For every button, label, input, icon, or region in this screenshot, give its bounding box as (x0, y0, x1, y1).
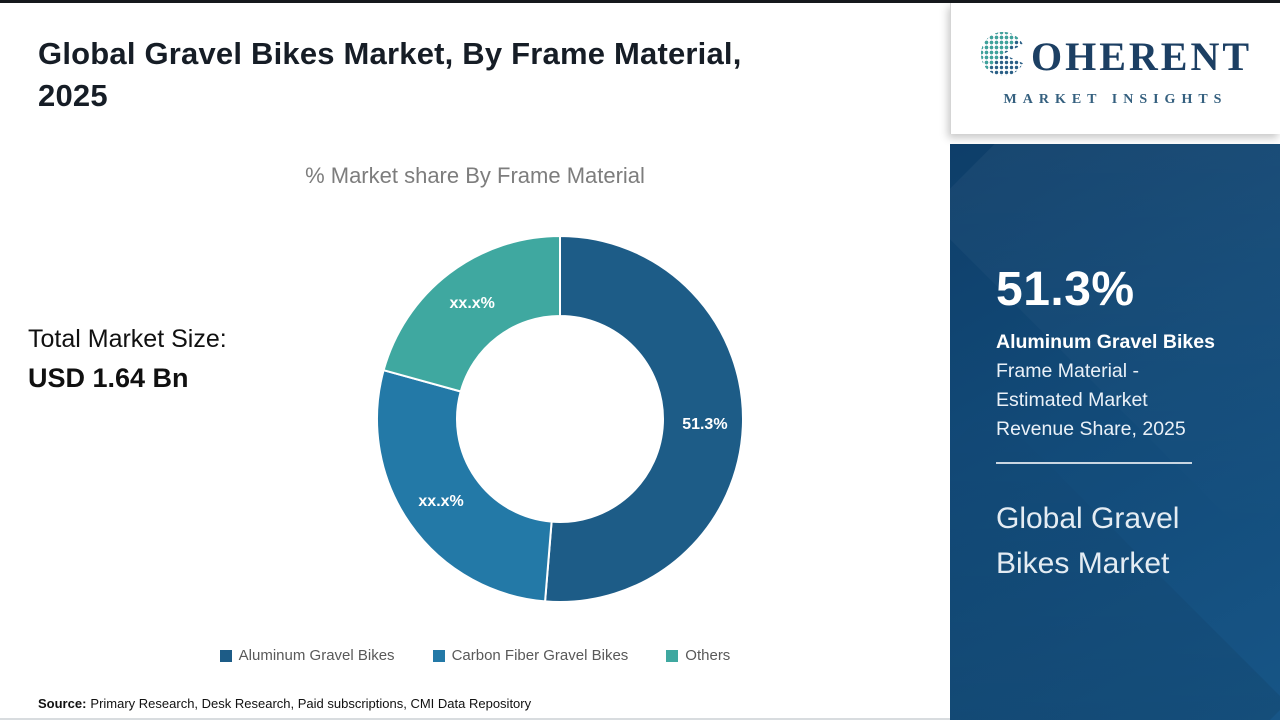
total-market-size-value: USD 1.64 Bn (28, 363, 189, 393)
source-text: Primary Research, Desk Research, Paid su… (90, 696, 532, 711)
legend-label: Others (685, 647, 731, 664)
highlight-stat-line2: Estimated Market (996, 389, 1148, 411)
legend-item-2: Others (666, 647, 730, 664)
highlight-stat-description: Aluminum Gravel Bikes Frame Material - E… (996, 328, 1215, 444)
legend-swatch-icon (432, 649, 445, 662)
bottom-divider-strip (0, 718, 950, 720)
logo-tagline: MARKET INSIGHTS (1003, 91, 1228, 107)
highlight-stat-value: 51.3% (996, 263, 1135, 316)
highlight-stat-line3: Revenue Share, 2025 (996, 418, 1186, 440)
logo-wordmark: OHERENT (979, 30, 1252, 83)
page-title: Global Gravel Bikes Market, By Frame Mat… (38, 33, 918, 117)
highlight-stat-title: Aluminum Gravel Bikes (996, 331, 1215, 353)
highlight-stat-line1: Frame Material - (996, 360, 1140, 382)
legend-item-0: Aluminum Gravel Bikes (219, 647, 395, 664)
legend-label: Aluminum Gravel Bikes (238, 647, 395, 664)
legend-label: Carbon Fiber Gravel Bikes (451, 647, 629, 664)
source-label: Source: (38, 696, 87, 711)
legend-swatch-icon (666, 649, 679, 662)
donut-segment-label-0: 51.3% (682, 416, 727, 433)
legend-item-1: Carbon Fiber Gravel Bikes (432, 647, 629, 664)
report-market-name-line1: Global Gravel (996, 502, 1180, 535)
source-line: Source: Primary Research, Desk Research, … (38, 696, 531, 711)
donut-segment-0 (543, 234, 744, 603)
donut-segment-1 (376, 368, 553, 603)
donut-segment-label-2: xx.x% (450, 295, 495, 312)
chart-title: % Market share By Frame Material (305, 163, 645, 188)
donut-segment-2 (382, 234, 561, 393)
panel-divider (996, 462, 1192, 464)
page-title-line1: Global Gravel Bikes Market, By Frame Mat… (38, 36, 742, 71)
total-market-size-label: Total Market Size: (28, 325, 227, 353)
donut-chart: 51.3% xx.x% xx.x% (376, 234, 744, 603)
logo-wordmark-text: OHERENT (1030, 33, 1253, 79)
donut-segment-label-1: xx.x% (418, 493, 463, 510)
total-market-size-block: Total Market Size: USD 1.64 Bn (28, 325, 227, 394)
donut-chart-container: 51.3% xx.x% xx.x% (370, 229, 750, 609)
report-market-name: Global Gravel Bikes Market (996, 496, 1179, 586)
legend-swatch-icon (219, 649, 232, 662)
dotted-globe-c-icon (979, 30, 1029, 83)
page-title-line2: 2025 (38, 78, 108, 113)
highlight-side-panel: 51.3% Aluminum Gravel Bikes Frame Materi… (950, 144, 1280, 720)
company-logo: OHERENT MARKET INSIGHTS (950, 3, 1280, 134)
chart-legend: Aluminum Gravel Bikes Carbon Fiber Gravel… (0, 647, 950, 664)
report-market-name-line2: Bikes Market (996, 547, 1170, 580)
